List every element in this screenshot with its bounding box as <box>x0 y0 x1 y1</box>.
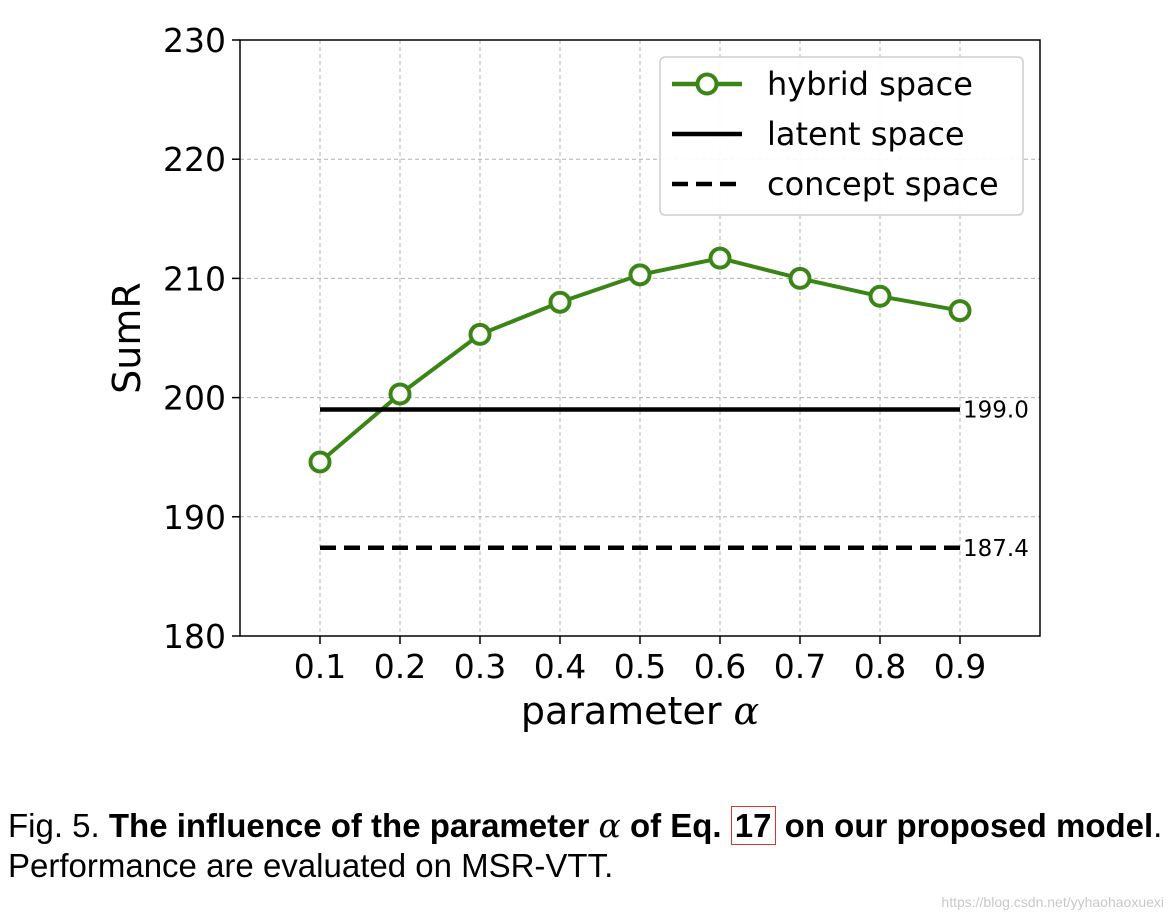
data-point <box>868 284 892 308</box>
legend-label-hybrid-space: hybrid space <box>767 65 973 103</box>
data-point <box>708 246 732 270</box>
y-axis-label: SumR <box>105 282 149 394</box>
y-tick-label: 230 <box>163 21 226 60</box>
x-tick-label: 0.4 <box>534 647 586 686</box>
watermark: https://blog.csdn.net/yyhaohaoxuexi <box>941 894 1164 910</box>
caption-bold-part1: The influence of the parameter <box>108 807 590 844</box>
legend-box <box>659 56 1024 216</box>
y-tick-label: 210 <box>163 259 226 298</box>
data-point <box>548 290 572 314</box>
legend-label-latent-space: latent space <box>767 115 965 153</box>
chart: 180 190 200 210 220 230 0.1 0.2 0.3 0.4 0.5 0.6 0.7 0… <box>105 21 1041 733</box>
data-point <box>388 382 412 406</box>
x-tick-label: 0.2 <box>374 647 426 686</box>
data-point <box>788 266 812 290</box>
legend-label-concept-space: concept space <box>767 165 999 203</box>
x-axis-label: parameter α <box>521 689 759 733</box>
x-tick-label: 0.5 <box>614 647 666 686</box>
x-axis-label-symbol: α <box>733 689 759 733</box>
caption-bold-part2: of Eq. <box>629 807 722 844</box>
data-point <box>308 450 332 474</box>
y-tick-label: 180 <box>163 617 226 656</box>
series-layer: 199.0 187.4 <box>308 246 1029 562</box>
caption-rest: . Performance are evaluated on MSR-VTT. <box>8 807 1163 884</box>
x-tick-label: 0.6 <box>694 647 746 686</box>
y-tick-label: 190 <box>163 498 226 537</box>
x-tick-label: 0.3 <box>454 647 506 686</box>
legend-marker-hybrid-space <box>695 72 719 96</box>
caption-alpha: α <box>598 806 621 845</box>
x-tick-label: 0.8 <box>854 647 906 686</box>
y-tick-label: 220 <box>163 140 226 179</box>
concept-space-value-label: 187.4 <box>963 536 1029 562</box>
data-point <box>468 322 492 346</box>
x-tick-label: 0.7 <box>774 647 826 686</box>
axes: 180 190 200 210 220 230 0.1 0.2 0.3 0.4 0.5 0.6 0.7 0… <box>163 21 1041 686</box>
equation-reference-link[interactable]: 17 <box>730 806 776 845</box>
data-point <box>948 299 972 323</box>
caption-fig-label: Fig. 5. <box>8 807 100 844</box>
latent-space-value-label: 199.0 <box>963 398 1029 424</box>
data-point <box>628 263 652 287</box>
x-tick-label: 0.9 <box>934 647 986 686</box>
plot-frame <box>239 39 1041 637</box>
x-tick-label: 0.1 <box>294 647 346 686</box>
caption-bold-part3: on our proposed model <box>784 807 1154 844</box>
legend: hybrid space latent space concept space <box>659 56 1024 216</box>
figure-caption: Fig. 5. The influence of the parameter α… <box>8 806 1168 886</box>
x-axis-label-text: parameter <box>521 689 722 733</box>
y-tick-label: 200 <box>163 379 226 418</box>
